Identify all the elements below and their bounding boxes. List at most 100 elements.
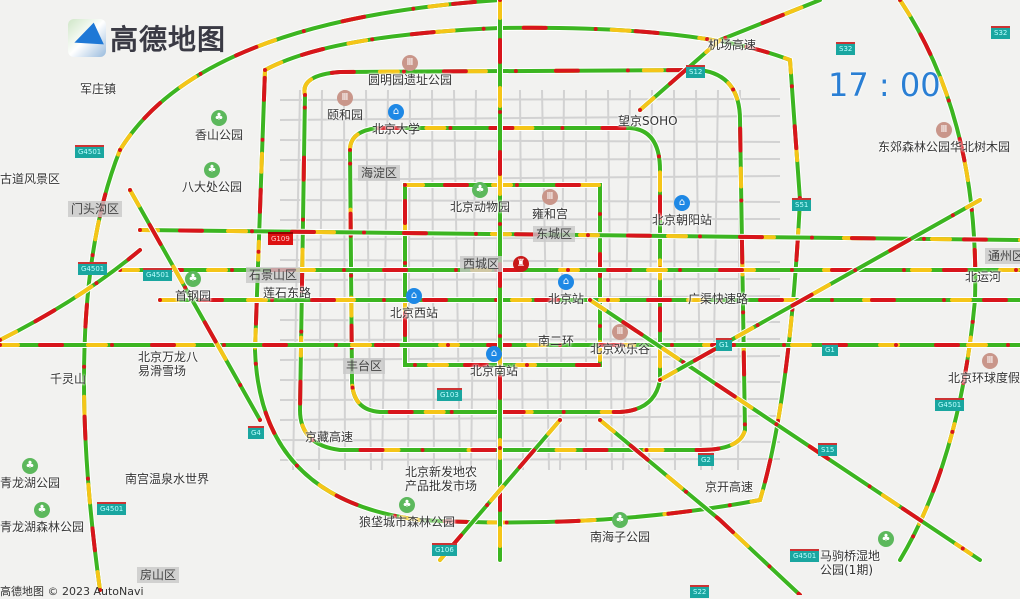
jingkai-expressway-congested (438, 418, 562, 562)
place-label[interactable]: 京开高速 (705, 480, 754, 494)
district-label[interactable]: 西城区 (460, 256, 503, 272)
road-shield: G4 (248, 426, 264, 439)
place-label[interactable]: 东郊森林公园华北树木园 (878, 140, 1011, 154)
road-shield: G4501 (97, 502, 127, 515)
place-label[interactable]: 北京新发地农产品批发市场 (405, 465, 478, 493)
jingjin-expressway-congested (598, 418, 802, 595)
place-label[interactable]: 北京万龙八易滑雪场 (138, 350, 199, 378)
district-label[interactable]: 丰台区 (343, 358, 386, 374)
fifth-ring-road (252, 25, 803, 525)
minor-road (279, 338, 781, 341)
road-shield: S15 (818, 443, 838, 456)
fourth-ring-road (297, 67, 748, 452)
place-label[interactable]: 青龙湖森林公园 (0, 520, 85, 534)
place-label[interactable]: 莲石东路 (263, 286, 312, 300)
road-shield: S32 (836, 42, 856, 55)
district-label[interactable]: 东城区 (533, 226, 576, 242)
place-label[interactable]: 广渠快速路 (688, 292, 749, 306)
park-icon: ♣ (185, 271, 201, 287)
place-label[interactable]: 北运河 (965, 270, 1002, 284)
place-label[interactable]: 南二环 (538, 334, 575, 348)
park-icon: ♣ (204, 162, 220, 178)
place-label[interactable]: 颐和园 (327, 108, 364, 122)
place-label[interactable]: 北京动物园 (450, 200, 511, 214)
road-shield: G103 (437, 388, 462, 401)
copyright: 高德地图 © 2023 AutoNavi (0, 585, 144, 598)
historic-site-icon: Ⅲ (542, 189, 558, 205)
historic-site-icon: Ⅲ (982, 353, 998, 369)
place-label[interactable]: 机场高速 (708, 38, 757, 52)
place-label[interactable]: 北京欢乐谷 (590, 342, 651, 356)
place-label[interactable]: 青龙湖公园 (0, 476, 61, 490)
park-icon: ♣ (22, 458, 38, 474)
place-label[interactable]: 北京环球度假区 (948, 371, 1020, 385)
road-shield: G1 (822, 343, 838, 356)
historic-site-icon: Ⅲ (337, 90, 353, 106)
place-label[interactable]: 圆明园遗址公园 (368, 73, 453, 87)
park-icon: ♣ (612, 512, 628, 528)
jingha-expressway-congested (658, 198, 982, 382)
minor-road (279, 379, 781, 383)
logo-text: 高德地图 (110, 23, 227, 56)
park-icon: ♣ (211, 110, 227, 126)
road-shield: G4501 (78, 262, 108, 275)
road-shield: G106 (432, 543, 457, 556)
place-label[interactable]: 香山公园 (195, 128, 244, 142)
place-label[interactable]: 军庄镇 (80, 82, 117, 96)
train-station-icon: ⌂ (558, 274, 574, 290)
district-label[interactable]: 门头沟区 (68, 201, 123, 217)
place-label[interactable]: 千灵山 (50, 372, 87, 386)
place-label[interactable]: 北京大学 (372, 122, 421, 136)
place-label[interactable]: 京藏高速 (305, 430, 354, 444)
road-shield: G4501 (935, 398, 965, 411)
west-chang-an-avenue-slow (138, 228, 1020, 242)
road-shield: S12 (686, 65, 706, 78)
train-station-icon: ⌂ (388, 104, 404, 120)
park-icon: ♣ (399, 497, 415, 513)
road-shield: G4501 (75, 145, 105, 158)
place-label[interactable]: 北京站 (548, 292, 585, 306)
district-label[interactable]: 石景山区 (246, 267, 301, 283)
sixth-ring-road-congested (82, 0, 978, 592)
minor-road (279, 319, 781, 323)
district-label[interactable]: 房山区 (137, 567, 180, 583)
park-icon: ♣ (878, 531, 894, 547)
minor-road (279, 98, 781, 101)
historic-site-icon: Ⅲ (612, 324, 628, 340)
minor-road (279, 199, 781, 203)
minor-road (279, 278, 781, 281)
tiananmen-icon: ♜ (513, 256, 529, 272)
historic-site-icon: Ⅲ (402, 55, 418, 71)
west-road-slow (0, 248, 142, 342)
minor-road (279, 175, 781, 181)
jingkai-expressway-slow (438, 418, 562, 562)
amap-logo: 高德地图 (68, 18, 226, 58)
jingha-expressway-slow (658, 198, 982, 382)
place-label[interactable]: 雍和宫 (532, 207, 569, 221)
west-road-casing (0, 247, 143, 343)
place-label[interactable]: 北京南站 (470, 364, 519, 378)
place-label[interactable]: 南海子公园 (590, 530, 651, 544)
airport-expressway-slow (638, 0, 822, 112)
district-label[interactable]: 通州区 (985, 248, 1020, 264)
place-label[interactable]: 北京西站 (390, 306, 439, 320)
place-label[interactable]: 南宫温泉水世界 (125, 472, 210, 486)
place-label[interactable]: 狼垡城市森林公园 (359, 515, 456, 529)
second-ring-road-congested (403, 183, 602, 367)
place-label[interactable]: 望京SOHO (618, 114, 678, 128)
place-label[interactable]: 马驹桥湿地公园(1期) (820, 549, 881, 577)
place-label[interactable]: 北京朝阳站 (652, 213, 713, 227)
minor-road (279, 139, 781, 143)
train-station-icon: ⌂ (486, 346, 502, 362)
place-label[interactable]: 首钢园 (175, 289, 212, 303)
jinghu-expressway-congested (588, 298, 982, 562)
road-shield: G4501 (790, 549, 820, 562)
road-shield: G2 (698, 453, 714, 466)
minor-road (279, 415, 781, 421)
train-station-icon: ⌂ (406, 288, 422, 304)
park-icon: ♣ (472, 182, 488, 198)
place-label[interactable]: 古道风景区 (0, 172, 61, 186)
place-label[interactable]: 八大处公园 (182, 180, 243, 194)
district-label[interactable]: 海淀区 (358, 165, 401, 181)
road-shield: S51 (792, 198, 812, 211)
